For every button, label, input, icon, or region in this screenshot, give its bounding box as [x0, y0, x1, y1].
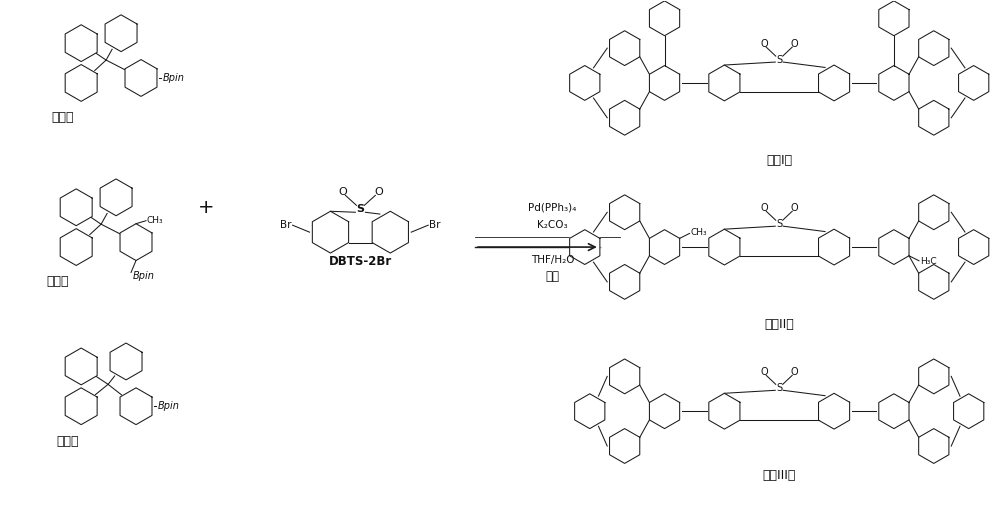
Text: Bpin: Bpin: [157, 401, 179, 411]
Polygon shape: [959, 66, 989, 100]
Text: O: O: [760, 39, 768, 49]
Polygon shape: [570, 230, 600, 265]
Polygon shape: [65, 348, 97, 385]
Polygon shape: [879, 394, 909, 429]
Text: Br: Br: [280, 220, 291, 230]
Polygon shape: [570, 66, 600, 100]
Text: O: O: [374, 187, 383, 197]
Text: Br: Br: [429, 220, 441, 230]
Text: 式（III）: 式（III）: [763, 469, 796, 482]
Polygon shape: [610, 359, 640, 394]
Polygon shape: [65, 25, 97, 62]
Text: 式（I）: 式（I）: [766, 154, 792, 167]
Text: S: S: [776, 383, 782, 393]
Text: DBTS-2Br: DBTS-2Br: [329, 255, 392, 268]
Text: Bpin: Bpin: [162, 73, 184, 83]
Polygon shape: [879, 230, 909, 265]
Polygon shape: [919, 359, 949, 394]
Polygon shape: [60, 189, 92, 226]
Polygon shape: [709, 65, 740, 101]
Polygon shape: [649, 66, 680, 100]
Polygon shape: [649, 394, 680, 429]
Polygon shape: [819, 65, 850, 101]
Text: CH₃: CH₃: [147, 216, 164, 225]
Text: Bpin: Bpin: [133, 271, 155, 281]
Polygon shape: [649, 1, 680, 35]
Text: O: O: [790, 203, 798, 213]
Text: 畑酸１: 畑酸１: [51, 111, 74, 124]
Polygon shape: [100, 179, 132, 216]
Polygon shape: [819, 393, 850, 429]
Polygon shape: [110, 343, 142, 380]
Polygon shape: [65, 65, 97, 101]
Polygon shape: [120, 224, 152, 260]
Text: 回流: 回流: [545, 270, 559, 283]
Text: Pd(PPh₃)₄: Pd(PPh₃)₄: [528, 203, 577, 212]
Polygon shape: [575, 394, 605, 429]
Polygon shape: [610, 195, 640, 230]
Polygon shape: [610, 100, 640, 135]
Polygon shape: [372, 211, 408, 253]
Polygon shape: [105, 15, 137, 52]
Text: O: O: [760, 203, 768, 213]
Text: O: O: [790, 367, 798, 377]
Polygon shape: [649, 230, 680, 265]
Polygon shape: [65, 388, 97, 424]
Polygon shape: [60, 229, 92, 266]
Polygon shape: [125, 60, 157, 97]
Polygon shape: [312, 211, 349, 253]
Polygon shape: [959, 230, 989, 265]
Polygon shape: [954, 394, 984, 429]
Polygon shape: [610, 31, 640, 66]
Polygon shape: [120, 388, 152, 424]
Polygon shape: [919, 31, 949, 66]
Text: 式（II）: 式（II）: [764, 318, 794, 331]
Polygon shape: [919, 100, 949, 135]
Text: H₃C: H₃C: [920, 257, 937, 266]
Polygon shape: [879, 1, 909, 35]
Polygon shape: [919, 429, 949, 464]
Polygon shape: [610, 265, 640, 299]
Text: O: O: [790, 39, 798, 49]
Text: +: +: [198, 198, 214, 217]
Polygon shape: [709, 229, 740, 265]
Polygon shape: [919, 195, 949, 230]
Polygon shape: [709, 393, 740, 429]
Text: 畑酸３: 畑酸３: [56, 434, 79, 447]
Text: S: S: [776, 219, 782, 229]
Text: O: O: [338, 187, 347, 197]
Text: S: S: [776, 55, 782, 65]
Polygon shape: [879, 66, 909, 100]
Polygon shape: [819, 229, 850, 265]
Text: THF/H₂O: THF/H₂O: [531, 255, 574, 265]
Text: O: O: [760, 367, 768, 377]
Text: K₂CO₃: K₂CO₃: [537, 220, 568, 230]
Text: CH₃: CH₃: [691, 228, 707, 237]
Text: 畑酸２: 畑酸２: [46, 276, 69, 288]
Polygon shape: [919, 265, 949, 299]
Polygon shape: [610, 429, 640, 464]
Text: S: S: [356, 204, 364, 214]
